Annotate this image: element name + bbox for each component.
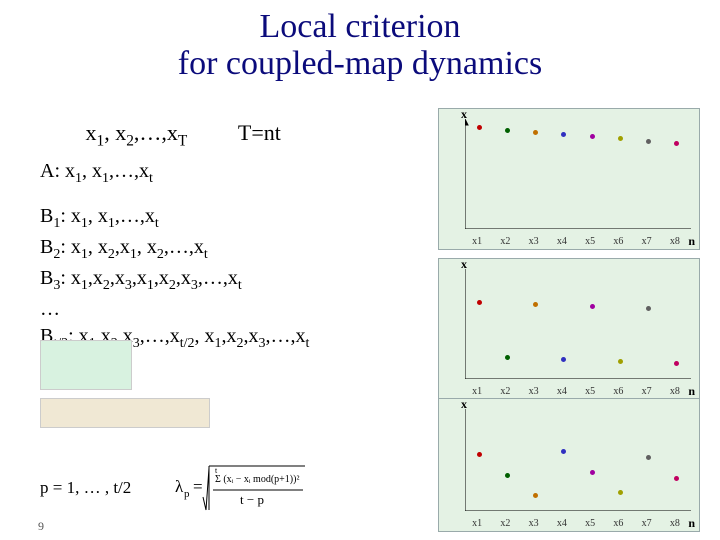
- fig3-plot: [465, 409, 691, 511]
- data-point: [477, 300, 482, 305]
- title-line-1: Local criterion: [259, 8, 460, 45]
- svg-text:p: p: [184, 488, 190, 500]
- tick-label: x7: [642, 236, 652, 247]
- tick-label: x3: [529, 518, 539, 529]
- B1-line: B1: x1, x1,…,xt: [40, 205, 420, 232]
- tick-label: x3: [529, 386, 539, 397]
- tick-label: x5: [585, 386, 595, 397]
- left-content: x1, x2,…,xT T=nt A: x1, x1,…,xt B1: x1, …: [40, 120, 420, 352]
- tick-label: x7: [642, 386, 652, 397]
- slide: Local criterion for coupled-map dynamics…: [0, 0, 720, 540]
- sequence-header: x1, x2,…,xT T=nt: [40, 120, 420, 150]
- svg-text:Σ (xᵢ − xᵢ mod(p+1))²: Σ (xᵢ − xᵢ mod(p+1))²: [215, 474, 299, 485]
- tick-label: x6: [613, 386, 623, 397]
- data-point: [618, 490, 623, 495]
- delta-i-equation-image: [40, 340, 132, 390]
- tick-label: x3: [529, 236, 539, 247]
- svg-text:t − p: t − p: [240, 492, 264, 507]
- figure-1: x n x1x2x3x4x5x6x7x8: [438, 108, 700, 250]
- data-point: [505, 355, 510, 360]
- tick-label: x6: [613, 518, 623, 529]
- data-point: [646, 139, 651, 144]
- B-ellipsis: …: [40, 298, 420, 321]
- tick-label: x2: [500, 236, 510, 247]
- B3-line: B3: x1,x2,x3,x1,x2,x3,…,xt: [40, 267, 420, 294]
- delta-min-equation-image: [40, 398, 210, 428]
- tick-label: x1: [472, 386, 482, 397]
- B-block: B1: x1, x1,…,xt B2: x1, x2,x1, x2,…,xt B…: [40, 205, 420, 352]
- data-point: [618, 359, 623, 364]
- tick-label: x1: [472, 236, 482, 247]
- data-point: [505, 473, 510, 478]
- tick-label: x2: [500, 386, 510, 397]
- figure-3: x n x1x2x3x4x5x6x7x8: [438, 398, 700, 532]
- p-range: p = 1, … , t/2: [40, 478, 131, 498]
- tick-label: x4: [557, 518, 567, 529]
- B2-line: B2: x1, x2,x1, x2,…,xt: [40, 236, 420, 263]
- data-point: [590, 304, 595, 309]
- T-eq: T=nt: [238, 120, 281, 145]
- A-line: A: x1, x1,…,xt: [40, 160, 420, 187]
- data-point: [505, 128, 510, 133]
- lambda-equation: λ p = Σ (xᵢ − xᵢ mod(p+1))² t t − p: [175, 452, 315, 514]
- tick-label: x4: [557, 236, 567, 247]
- tick-label: x6: [613, 236, 623, 247]
- tick-label: x2: [500, 518, 510, 529]
- data-point: [590, 134, 595, 139]
- title-line-2: for coupled-map dynamics: [178, 45, 542, 82]
- data-point: [533, 130, 538, 135]
- xseq: x1, x2,…,xT: [86, 120, 188, 145]
- figure-2: x n x1x2x3x4x5x6x7x8: [438, 258, 700, 400]
- fig2-x-axis-label: n: [688, 384, 695, 399]
- svg-text:λ: λ: [175, 477, 184, 496]
- tick-label: x5: [585, 236, 595, 247]
- tick-label: x8: [670, 236, 680, 247]
- A-block: A: x1, x1,…,xt: [40, 160, 420, 187]
- data-point: [590, 470, 595, 475]
- tick-label: x4: [557, 386, 567, 397]
- tick-label: x8: [670, 386, 680, 397]
- slide-title: Local criterion for coupled-map dynamics: [0, 8, 720, 83]
- data-point: [477, 125, 482, 130]
- fig1-plot: [465, 119, 691, 229]
- fig2-plot: [465, 269, 691, 379]
- svg-text:=: =: [193, 477, 203, 496]
- tick-label: x5: [585, 518, 595, 529]
- tick-label: x7: [642, 518, 652, 529]
- data-point: [533, 302, 538, 307]
- fig1-x-axis-label: n: [688, 234, 695, 249]
- tick-label: x1: [472, 518, 482, 529]
- page-number: 9: [38, 519, 44, 534]
- tick-label: x8: [670, 518, 680, 529]
- fig3-x-axis-label: n: [688, 516, 695, 531]
